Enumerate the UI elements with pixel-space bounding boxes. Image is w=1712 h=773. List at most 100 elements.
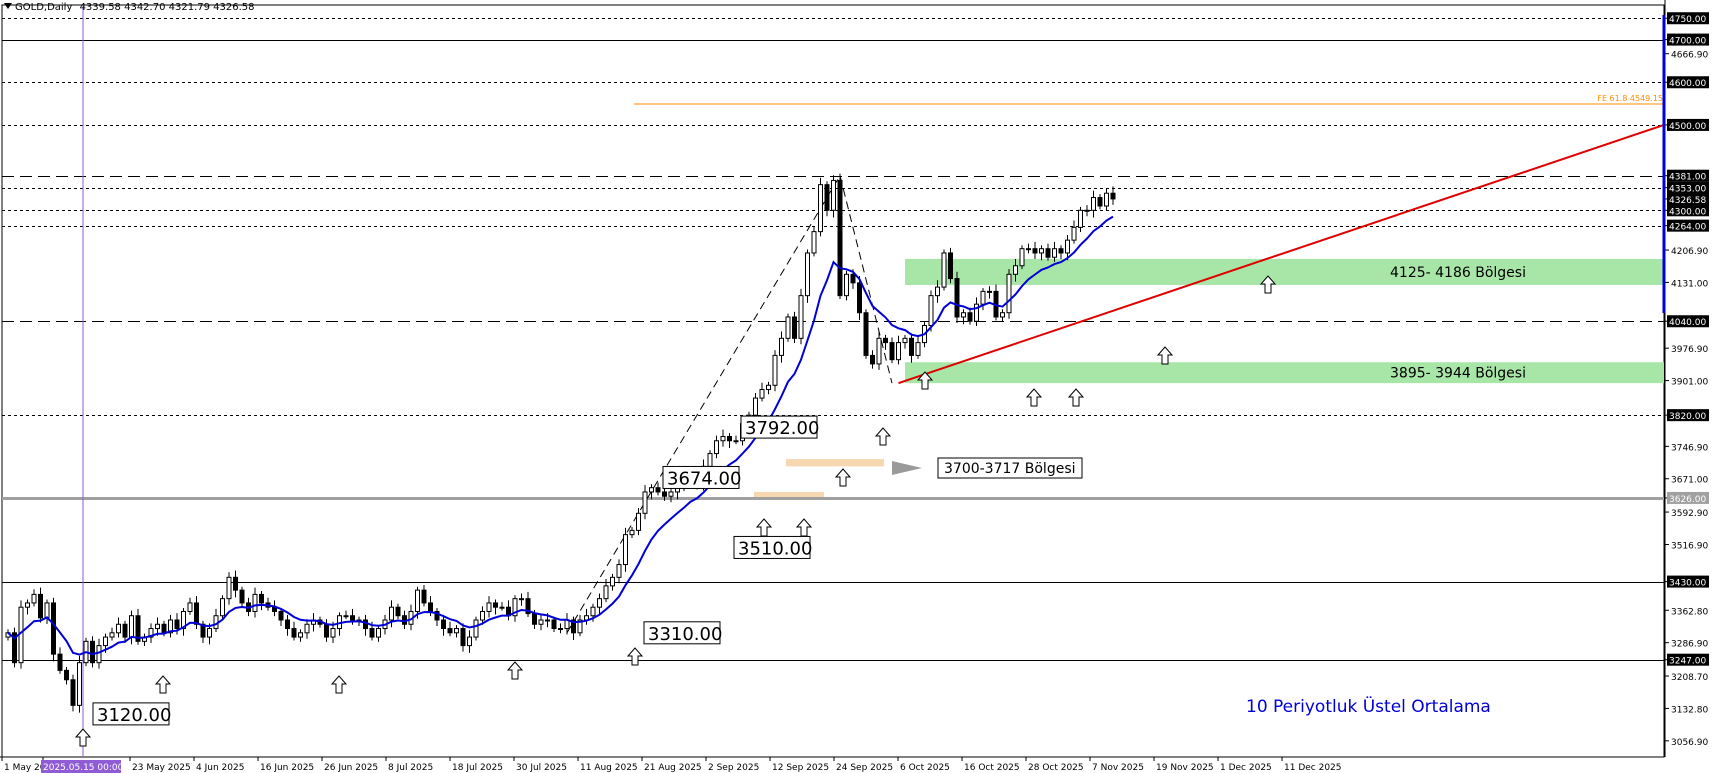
candle-body	[304, 623, 310, 634]
candle-body	[1032, 248, 1038, 254]
candle	[239, 586, 245, 607]
y-tick-label: 4353.00	[1669, 185, 1706, 195]
x-tick-label: 11 Dec 2025	[1284, 763, 1342, 773]
y-tick-box	[1667, 169, 1709, 182]
candle	[499, 602, 505, 611]
candle-body	[499, 606, 505, 609]
y-tick-box	[1667, 491, 1709, 504]
candle-body	[31, 593, 37, 604]
x-tick-label: 16 Oct 2025	[964, 763, 1020, 773]
candle-body	[278, 610, 284, 621]
candle-body	[629, 529, 635, 536]
y-tick-label: 3746.90	[1671, 443, 1708, 453]
candle-body	[350, 615, 355, 621]
y-tick-label: 4040.00	[1669, 318, 1706, 328]
chart-symbol-timeframe: GOLD,Daily	[15, 2, 73, 13]
x-tick-label: 8 Jul 2025	[388, 763, 433, 773]
y-tick-label: 3132.80	[1671, 705, 1708, 715]
price-callout-box	[740, 415, 818, 439]
candle-body	[194, 602, 199, 625]
candle	[1071, 220, 1077, 244]
candle-body	[655, 487, 661, 493]
candle-body	[1104, 192, 1109, 207]
candle	[948, 247, 953, 284]
candle-body	[785, 316, 791, 339]
candle	[967, 307, 973, 325]
candle-body	[25, 602, 30, 608]
candle	[12, 627, 17, 668]
candle-body	[1065, 239, 1070, 254]
candle-body	[298, 632, 303, 638]
candle-body	[545, 619, 550, 622]
candle	[798, 288, 804, 345]
candle	[785, 313, 791, 342]
y-tick-label: 4131.00	[1671, 279, 1708, 289]
candle-body	[233, 576, 238, 591]
candle-body	[766, 384, 771, 391]
candle	[720, 429, 726, 447]
up-arrow-icon	[1067, 388, 1085, 407]
candle-body	[818, 184, 823, 233]
candle-body	[1013, 265, 1018, 275]
candle	[155, 617, 160, 636]
x-tick-label: 1 Dec 2025	[1220, 763, 1272, 773]
candle-body	[421, 589, 427, 604]
candle	[64, 666, 69, 685]
up-arrow-icon	[1259, 275, 1277, 294]
candle-body	[441, 619, 446, 630]
candle-body	[642, 491, 648, 514]
candle-body	[610, 576, 615, 587]
candle	[603, 579, 609, 603]
price-callout-3674-00: 3674.00	[662, 465, 741, 489]
y-tick-box	[1667, 315, 1709, 328]
up-arrow-icon	[795, 518, 813, 537]
candle-body	[883, 337, 888, 344]
y-tick-label: 4381.00	[1669, 173, 1706, 183]
candle-body	[902, 337, 908, 344]
candle-body	[915, 342, 921, 356]
candle	[512, 595, 518, 622]
candle	[304, 619, 310, 639]
candle	[538, 614, 544, 631]
candle-body	[935, 286, 940, 297]
y-tick-box	[1667, 12, 1709, 25]
candle	[109, 627, 115, 641]
collapse-triangle-icon[interactable]	[4, 3, 12, 9]
y-tick-label: 3362.80	[1671, 607, 1708, 617]
x-tick-label: 21 Aug 2025	[644, 763, 702, 773]
candle-body	[870, 354, 875, 365]
candle-body	[649, 487, 654, 493]
candle-body	[259, 593, 264, 604]
candle	[883, 334, 888, 350]
candle	[577, 614, 583, 637]
candle-body	[363, 619, 368, 630]
y-tick-box	[1667, 409, 1709, 422]
x-tick-label: 19 Nov 2025	[1156, 763, 1214, 773]
candle	[148, 623, 154, 644]
y-tick-label: 4206.90	[1671, 247, 1708, 257]
y-tick-label: 3430.00	[1669, 579, 1706, 589]
up-arrow-icon	[154, 675, 172, 694]
candle	[389, 600, 394, 628]
up-arrow-icon	[916, 371, 934, 390]
candle-body	[252, 593, 258, 612]
candle-body	[987, 290, 992, 293]
candle	[571, 616, 576, 641]
candle	[954, 271, 960, 323]
candle	[376, 625, 381, 642]
candle	[1045, 243, 1051, 261]
price-callout-text: 3120.00	[97, 705, 171, 726]
candle-body	[1045, 248, 1051, 258]
candle-body	[831, 179, 836, 211]
candle	[551, 616, 557, 632]
candle-body	[623, 534, 628, 566]
candle-body	[181, 610, 186, 630]
candle-body	[720, 435, 726, 442]
x-tick-label: 2 Sep 2025	[708, 763, 759, 773]
candle	[636, 508, 641, 536]
candle-body	[96, 645, 102, 664]
candle	[467, 630, 472, 653]
candle	[1019, 245, 1025, 270]
candle-body	[759, 389, 765, 399]
candle-body	[116, 623, 121, 634]
